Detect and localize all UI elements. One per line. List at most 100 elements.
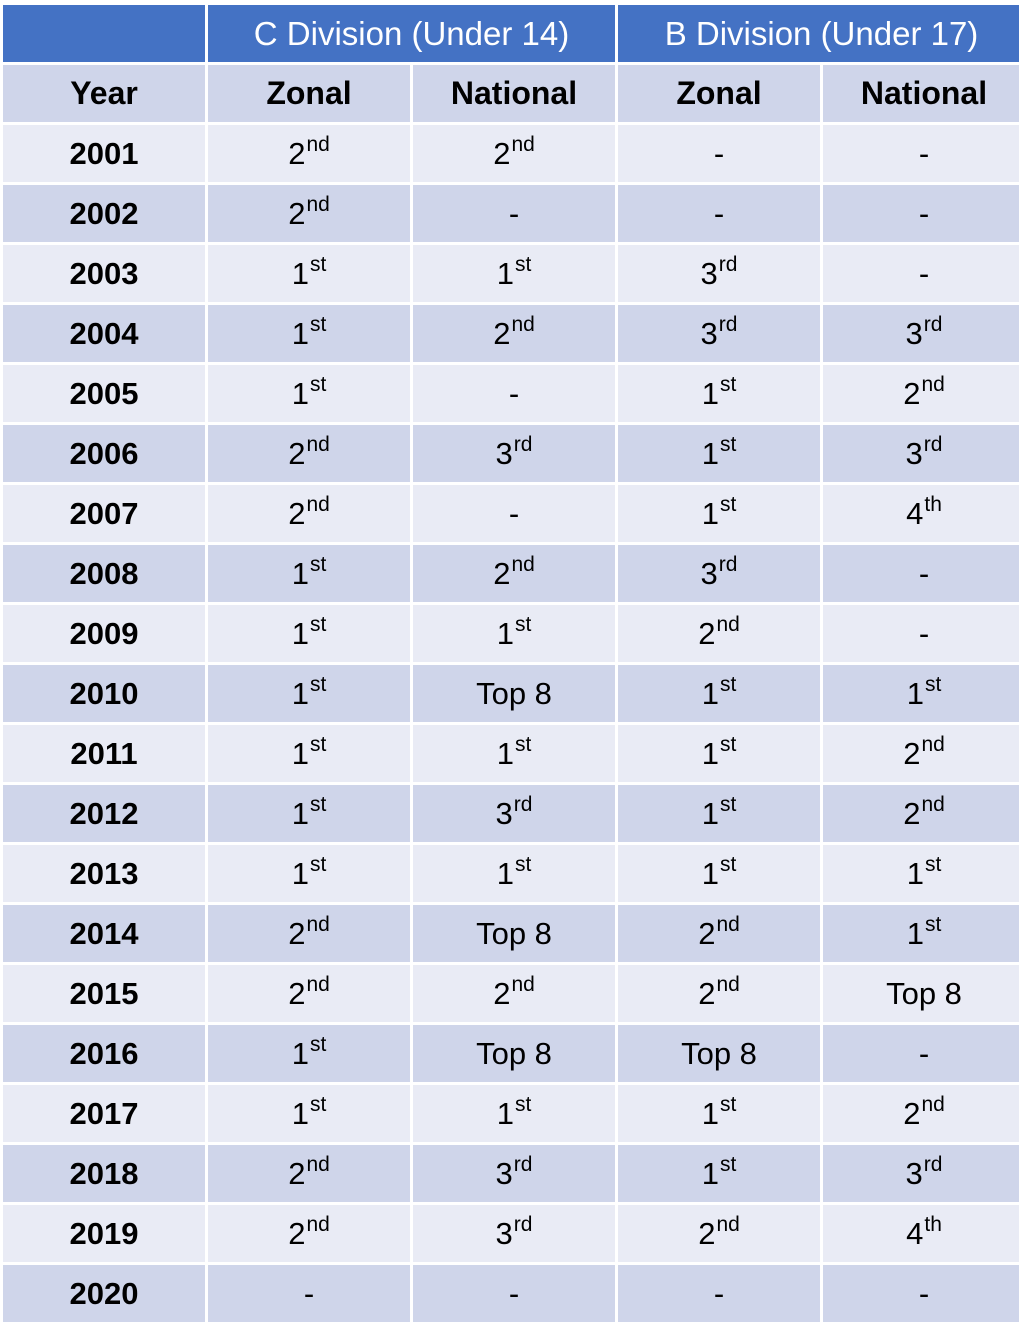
year-cell: 2011: [3, 725, 205, 782]
placement-value: 1: [291, 615, 309, 651]
c-zonal-cell: 2nd: [208, 905, 410, 962]
ordinal-suffix: st: [719, 432, 737, 456]
b-national-cell: 3rd: [823, 425, 1019, 482]
year-cell: 2014: [3, 905, 205, 962]
placement-value: 1: [701, 675, 719, 711]
placement-value: -: [918, 1035, 930, 1071]
placement-value: 1: [291, 855, 309, 891]
placement-value: Top 8: [476, 915, 552, 951]
year-cell: 2020: [3, 1265, 205, 1322]
ordinal-suffix: rd: [718, 252, 738, 276]
ordinal-suffix: st: [719, 792, 737, 816]
b-national-cell: -: [823, 1265, 1019, 1322]
placement-value: 2: [288, 195, 306, 231]
b-zonal-cell: 3rd: [618, 245, 820, 302]
placement-value: 1: [291, 675, 309, 711]
year-cell: 2001: [3, 125, 205, 182]
c-zonal-cell: 1st: [208, 1085, 410, 1142]
c-zonal-cell: 1st: [208, 305, 410, 362]
b-national-cell: 2nd: [823, 725, 1019, 782]
ordinal-suffix: st: [719, 672, 737, 696]
b-division-header: B Division (Under 17): [618, 5, 1019, 62]
placement-value: 1: [701, 375, 719, 411]
placement-value: Top 8: [681, 1035, 757, 1071]
b-zonal-cell: 1st: [618, 425, 820, 482]
b-zonal-cell: 2nd: [618, 605, 820, 662]
b-zonal-cell: -: [618, 1265, 820, 1322]
ordinal-suffix: rd: [718, 552, 738, 576]
placement-value: -: [918, 1275, 930, 1311]
placement-value: Top 8: [476, 1035, 552, 1071]
placement-value: 3: [495, 1215, 513, 1251]
placement-value: 2: [288, 915, 306, 951]
ordinal-suffix: st: [309, 1092, 327, 1116]
placement-value: Top 8: [886, 975, 962, 1011]
ordinal-suffix: st: [514, 852, 532, 876]
placement-value: -: [508, 495, 520, 531]
placement-value: 3: [495, 435, 513, 471]
c-zonal-cell: 2nd: [208, 965, 410, 1022]
placement-value: 2: [493, 555, 511, 591]
c-national-cell: -: [413, 185, 615, 242]
c-national-cell: 2nd: [413, 965, 615, 1022]
placement-value: 1: [701, 435, 719, 471]
year-cell: 2007: [3, 485, 205, 542]
c-national-cell: 1st: [413, 845, 615, 902]
b-zonal-cell: -: [618, 125, 820, 182]
placement-value: 3: [905, 1155, 923, 1191]
c-national-cell: Top 8: [413, 1025, 615, 1082]
placement-value: 1: [291, 255, 309, 291]
ordinal-suffix: nd: [921, 1092, 945, 1116]
c-national-cell: -: [413, 365, 615, 422]
ordinal-suffix: nd: [716, 1212, 740, 1236]
ordinal-suffix: st: [719, 372, 737, 396]
results-body: 2001 2nd 2nd - -2002 2nd - - -2003 1st 1st 3rd -2004…: [3, 125, 1019, 1322]
placement-value: 3: [495, 795, 513, 831]
ordinal-suffix: st: [719, 1092, 737, 1116]
c-zonal-cell: 1st: [208, 845, 410, 902]
b-national-cell: 2nd: [823, 1085, 1019, 1142]
table-row: 2011 1st 1st 1st 2nd: [3, 725, 1019, 782]
placement-value: 2: [288, 1215, 306, 1251]
table-row: 2007 2nd -1st 4th: [3, 485, 1019, 542]
b-national-cell: 1st: [823, 845, 1019, 902]
placement-value: 1: [291, 735, 309, 771]
ordinal-suffix: nd: [306, 912, 330, 936]
placement-value: 2: [903, 375, 921, 411]
c-national-cell: Top 8: [413, 905, 615, 962]
table-row: 2012 1st 3rd 1st 2nd: [3, 785, 1019, 842]
placement-value: 1: [496, 1095, 514, 1131]
ordinal-suffix: st: [309, 732, 327, 756]
placement-value: 1: [701, 1095, 719, 1131]
placement-value: 4: [906, 1215, 924, 1251]
c-zonal-cell: 2nd: [208, 125, 410, 182]
year-cell: 2015: [3, 965, 205, 1022]
ordinal-suffix: nd: [921, 792, 945, 816]
placement-value: 2: [288, 1155, 306, 1191]
placement-value: 2: [903, 795, 921, 831]
c-national-cell: 3rd: [413, 1145, 615, 1202]
corner-cell: [3, 5, 205, 62]
year-cell: 2010: [3, 665, 205, 722]
b-zonal-cell: 2nd: [618, 1205, 820, 1262]
year-cell: 2019: [3, 1205, 205, 1262]
table-row: 2020 - - - -: [3, 1265, 1019, 1322]
placement-value: 1: [701, 855, 719, 891]
placement-value: 3: [700, 315, 718, 351]
c-national-cell: 1st: [413, 1085, 615, 1142]
placement-value: 1: [291, 1035, 309, 1071]
placement-value: 1: [701, 1155, 719, 1191]
ordinal-suffix: st: [924, 852, 942, 876]
ordinal-suffix: rd: [923, 1152, 943, 1176]
year-cell: 2016: [3, 1025, 205, 1082]
table-row: 2001 2nd 2nd - -: [3, 125, 1019, 182]
ordinal-suffix: st: [309, 252, 327, 276]
ordinal-suffix: nd: [716, 912, 740, 936]
c-zonal-cell: -: [208, 1265, 410, 1322]
placement-value: 2: [493, 135, 511, 171]
year-cell: 2004: [3, 305, 205, 362]
placement-value: 2: [698, 975, 716, 1011]
c-zonal-cell: 2nd: [208, 185, 410, 242]
c-zonal-cell: 2nd: [208, 1145, 410, 1202]
